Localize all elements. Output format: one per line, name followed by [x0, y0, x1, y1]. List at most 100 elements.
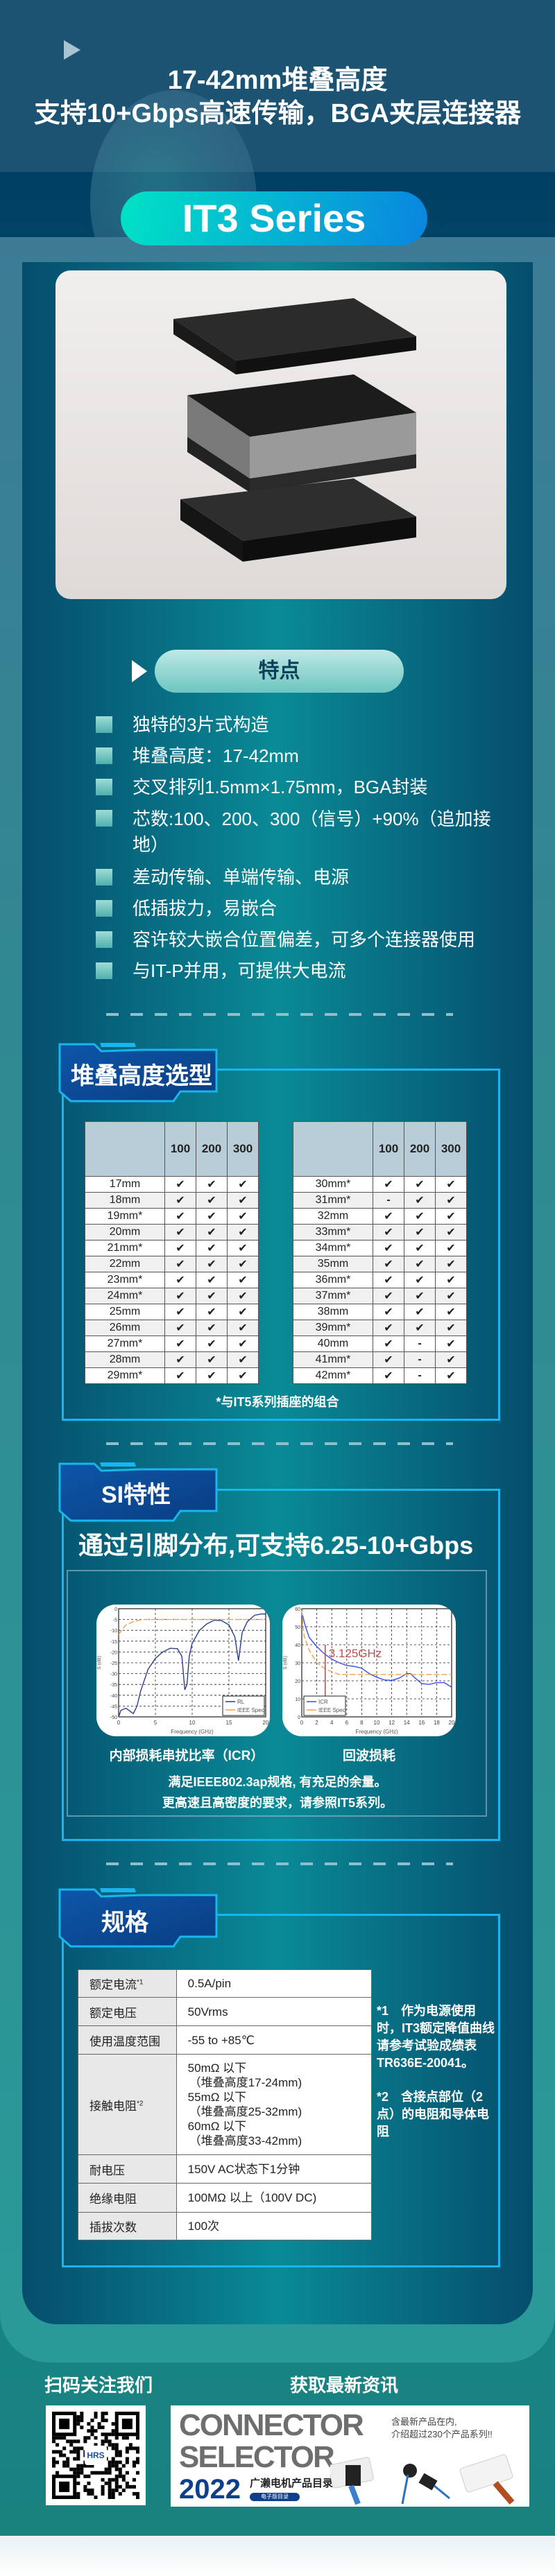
y-tick-label: 40	[295, 1643, 300, 1648]
banner-cn-title: 广濑电机产品目录	[250, 2478, 334, 2489]
x-tick-label: 14	[404, 1720, 410, 1726]
stack-height-cell: 35mm	[293, 1256, 373, 1272]
check-cell: ✔	[435, 1240, 467, 1256]
qr-finder	[52, 2474, 77, 2499]
stack-height-cell: 38mm	[293, 1304, 373, 1320]
check-cell: ✔	[227, 1192, 259, 1209]
check-cell: ✔	[164, 1240, 196, 1256]
column-header: 300	[227, 1121, 259, 1177]
stack-height-cell: 36mm*	[293, 1272, 373, 1288]
y-tick-label: -20	[110, 1650, 117, 1655]
bullet-square-icon	[96, 716, 112, 733]
banner-product-photos	[330, 2454, 515, 2505]
check-cell: ✔	[404, 1272, 436, 1288]
chart-left-label: 内部损耗串扰比率（ICR）	[109, 1749, 264, 1763]
y-tick-label: -25	[110, 1661, 117, 1666]
spec-value: 50mΩ 以下 （堆叠高度17-24mm) 55mΩ 以下 （堆叠高度25-32mm)…	[176, 2054, 373, 2155]
stack-height-cell: 20mm	[85, 1224, 165, 1241]
footnote-ref: *2	[137, 2099, 144, 2107]
x-tick-label: 16	[418, 1720, 425, 1726]
y-tick-label: -50	[110, 1715, 117, 1720]
stack-height-cell: 40mm	[293, 1335, 373, 1352]
spec-key-label: 额定电流	[89, 1978, 137, 1991]
check-cell: ✔	[404, 1176, 436, 1193]
stack-height-cell: 34mm*	[293, 1240, 373, 1256]
check-cell: ✔	[373, 1256, 404, 1272]
check-cell: ✔	[373, 1224, 404, 1241]
spec-row: 插拔次数 100次	[78, 2212, 373, 2240]
table-row: 42mm* ✔ - ✔	[293, 1367, 467, 1384]
check-cell: ✔	[164, 1367, 196, 1384]
stack-height-cell: 19mm*	[85, 1208, 165, 1225]
frame-line	[208, 1914, 500, 1916]
table-row: 30mm* ✔ ✔ ✔	[293, 1176, 467, 1193]
check-cell: ✔	[404, 1288, 436, 1304]
chart-card-left: 0 5 10 15 20 0 -5 -10 -15 -20 -25 -30 -35 -40 -45 -50 Fr…	[96, 1605, 270, 1736]
x-axis-label: Frequency (GHz)	[171, 1729, 214, 1735]
features-arrow-icon	[132, 660, 147, 682]
check-cell: ✔	[373, 1208, 404, 1225]
check-cell: ✔	[435, 1272, 467, 1288]
stack-height-cell: 42mm*	[293, 1367, 373, 1384]
check-cell: ✔	[435, 1320, 467, 1336]
column-header: 200	[196, 1121, 228, 1177]
divider	[106, 1442, 453, 1445]
banner-badge: 电子版目录	[250, 2493, 300, 2501]
unavailable-cell: -	[404, 1335, 436, 1352]
spec-key: 绝缘电阻	[78, 2183, 177, 2213]
table-row: 17mm ✔ ✔ ✔	[85, 1176, 259, 1193]
check-cell: ✔	[164, 1351, 196, 1368]
stack-height-cell: 18mm	[85, 1192, 165, 1209]
series-line-ieee-spec	[301, 1610, 452, 1675]
qr-code[interactable]: HRS	[46, 2405, 146, 2505]
bullet-square-icon	[96, 779, 112, 795]
table-row: 20mm ✔ ✔ ✔	[85, 1224, 259, 1241]
check-cell: ✔	[164, 1192, 196, 1209]
table-row: 40mm ✔ - ✔	[293, 1335, 467, 1352]
si-note-2: 更高速且高密度的要求，请参照IT5系列。	[162, 1796, 393, 1810]
check-cell: ✔	[404, 1224, 436, 1241]
spec-key-label: 接触电阻	[89, 2099, 137, 2113]
feature-text: 低插拔力，易嵌合	[133, 898, 278, 919]
spec-key: 使用温度范围	[78, 2025, 177, 2055]
spec-row: 接触电阻*2 50mΩ 以下 （堆叠高度17-24mm) 55mΩ 以下 （堆叠高度25…	[78, 2054, 373, 2155]
spec-value-line: 100次	[187, 2220, 220, 2233]
spec-value-line: 50Vrms	[187, 2005, 228, 2019]
check-cell: ✔	[164, 1208, 196, 1225]
page-title-line1: 17-42mm堆叠高度	[167, 66, 388, 95]
check-cell: ✔	[435, 1288, 467, 1304]
unavailable-cell: -	[373, 1192, 404, 1209]
x-tick-label: 5	[154, 1720, 157, 1726]
stack-height-cell: 23mm*	[85, 1272, 165, 1288]
table-row: 19mm* ✔ ✔ ✔	[85, 1208, 259, 1225]
connector-selector-banner[interactable]: CONNECTOR SELECTOR 2022 广濑电机产品目录 电子版目录 含…	[171, 2405, 529, 2507]
series-line-icr	[301, 1612, 452, 1688]
x-tick-label: 2	[315, 1720, 318, 1726]
y-tick-label: -35	[110, 1683, 117, 1688]
feature-item: 独特的3片式构造	[96, 713, 512, 736]
feature-text: 差动传输、单端传输、电源	[133, 867, 350, 888]
check-cell: ✔	[435, 1208, 467, 1225]
column-header	[85, 1121, 165, 1177]
check-cell: ✔	[227, 1176, 259, 1193]
stack-height-cell: 17mm	[85, 1176, 165, 1193]
spec-row: 绝缘电阻 100MΩ 以上（100V DC)	[78, 2183, 373, 2213]
spec-key-label: 插拔次数	[89, 2221, 137, 2234]
check-cell: ✔	[227, 1304, 259, 1320]
check-cell: ✔	[373, 1240, 404, 1256]
legend-label: IEEE Spec	[318, 1707, 345, 1713]
stack-height-cell: 32mm	[293, 1208, 373, 1225]
stack-height-cell: 39mm*	[293, 1320, 373, 1336]
column-header: 300	[435, 1121, 467, 1177]
y-tick-label: -30	[110, 1672, 117, 1677]
spec-value-line: 0.5A/pin	[187, 1977, 232, 1990]
feature-list: 独特的3片式构造 堆叠高度：17-42mm 交叉排列1.5mm×1.75mm，B…	[96, 713, 512, 983]
feature-text: 容许较大嵌合位置偏差，可多个连接器使用	[133, 929, 476, 950]
x-tick-label: 18	[434, 1720, 440, 1726]
check-cell: ✔	[435, 1256, 467, 1272]
check-cell: ✔	[227, 1256, 259, 1272]
table-row: 29mm* ✔ ✔ ✔	[85, 1367, 259, 1384]
spec-notes: *1 作为电源使用时，IT3额定降值曲线请参考试验成绩表TR636E-20041…	[377, 2003, 496, 2141]
banner-line2: SELECTOR	[179, 2440, 335, 2474]
banner-year: 2022	[179, 2474, 241, 2505]
